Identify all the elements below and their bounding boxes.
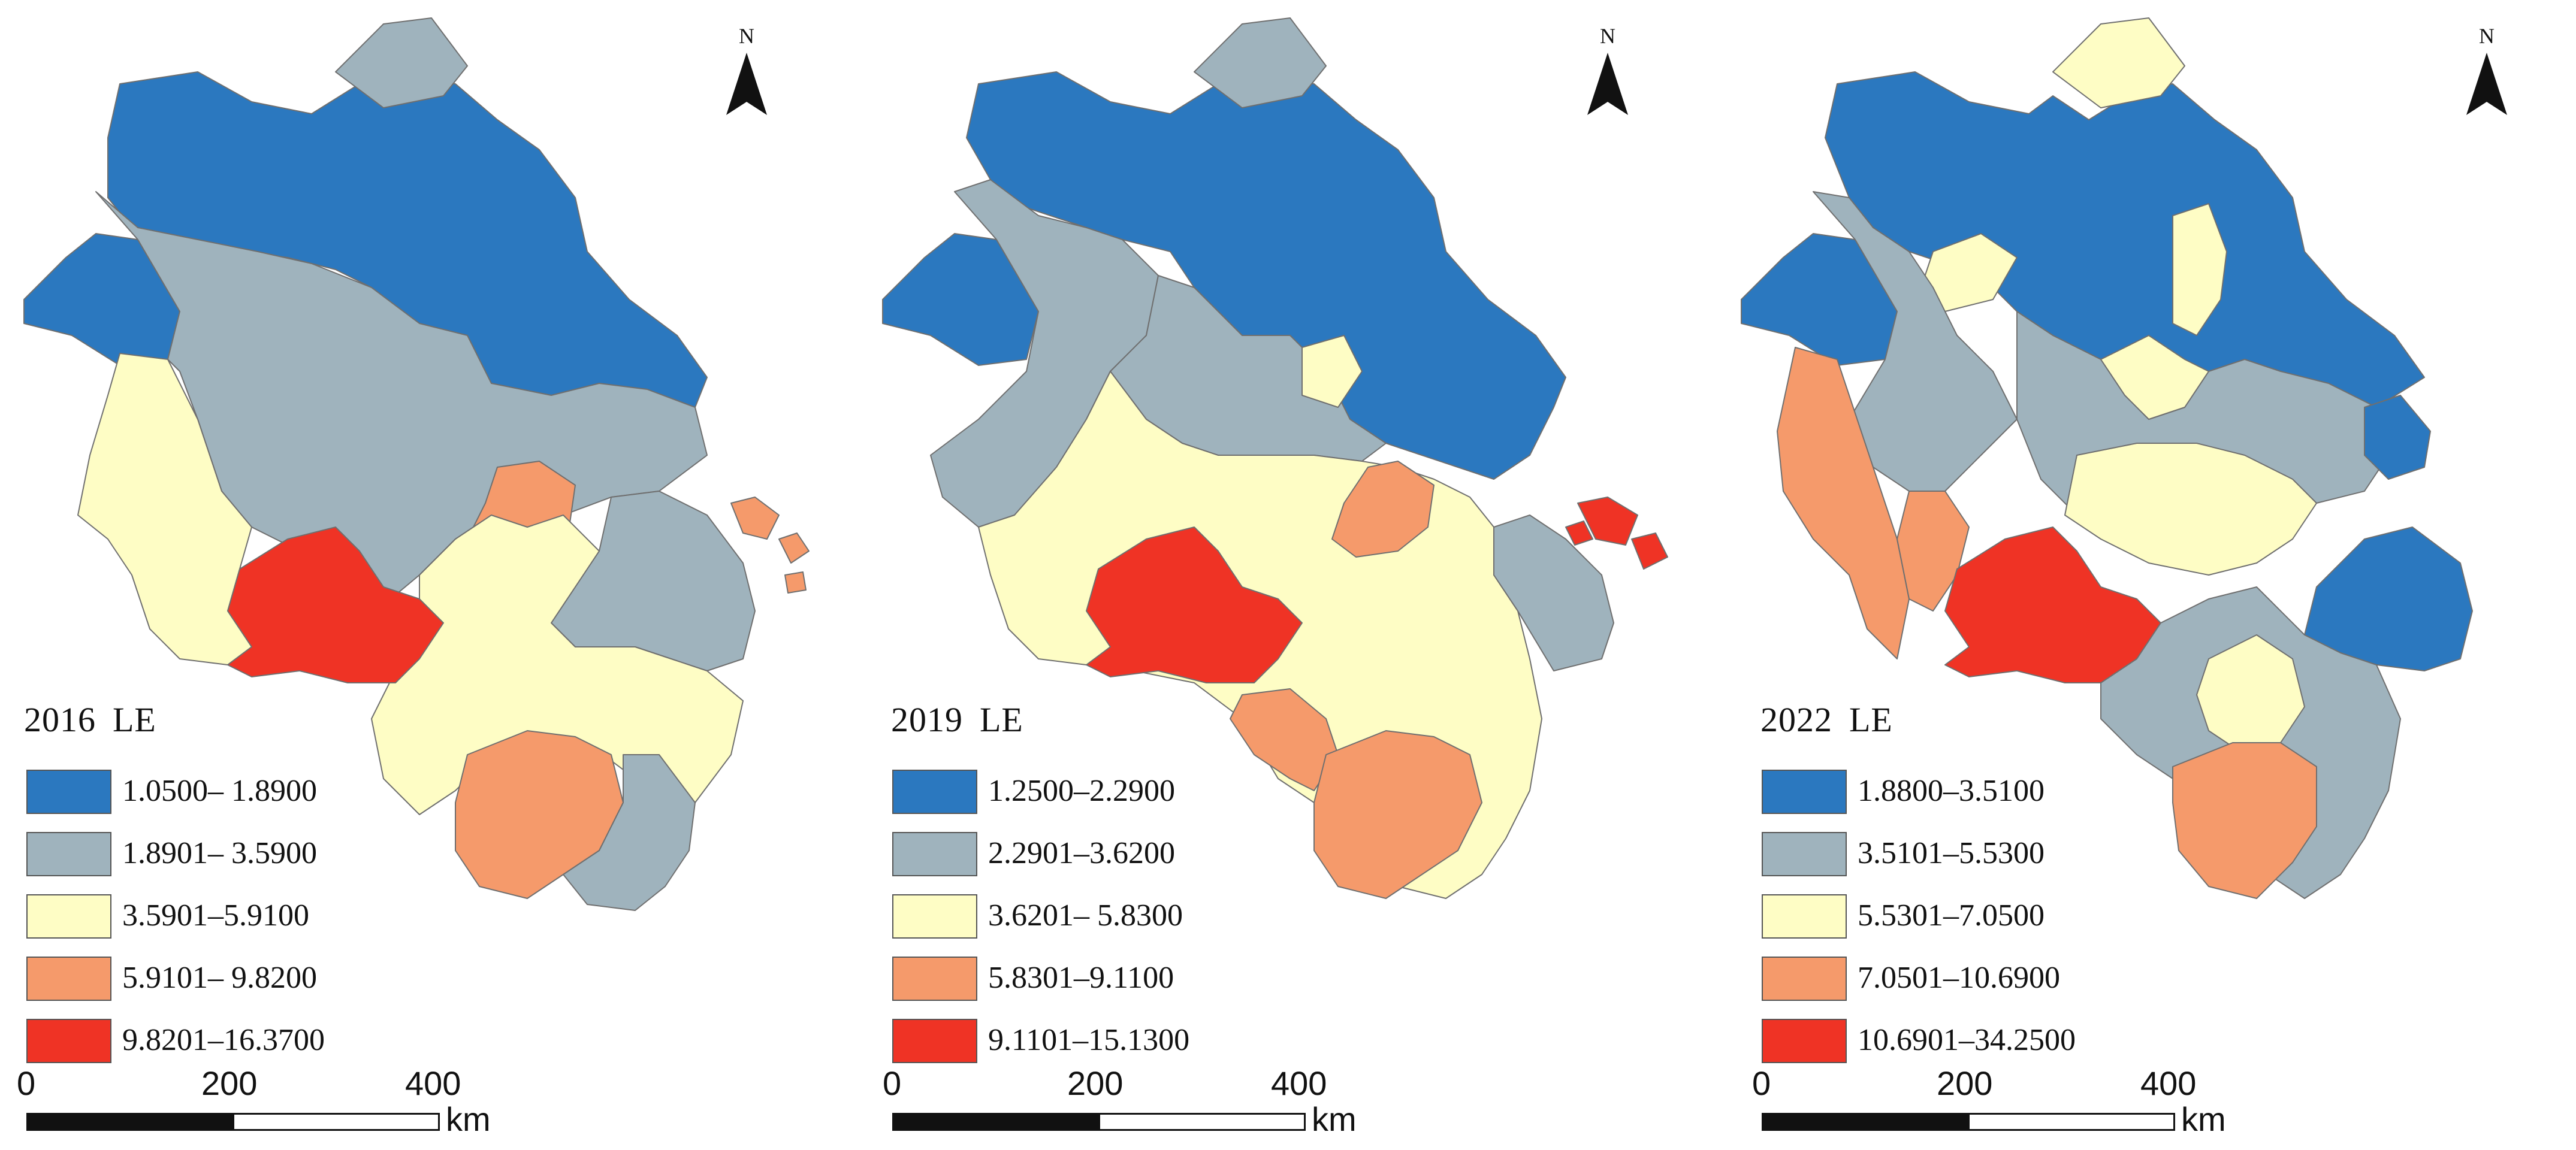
scale-tick-200: 200 (201, 1064, 258, 1102)
scale-bar-black (26, 1113, 234, 1131)
legend-label: 1.8800–3.5100 (1858, 774, 2045, 808)
scale-tick-400: 400 (2140, 1064, 2197, 1102)
region-east-gray (551, 491, 756, 671)
north-label: N (1600, 24, 1615, 48)
legend-swatch (26, 1019, 111, 1063)
scale-tick-400: 400 (405, 1064, 461, 1102)
north-label: N (2479, 24, 2495, 48)
scale-bar-white (1968, 1113, 2175, 1131)
legend-swatch (26, 832, 111, 876)
north-arrow-icon (726, 53, 767, 115)
map-panel-2016: N 2016 LE 1.0500– 1.8900 1.8901– 3.5900 3… (0, 0, 859, 1150)
islands-east (730, 497, 810, 594)
map-panel-2022: N 2022 LE 1.8800–3.5100 3.5101–5.5300 5.5… (1717, 0, 2576, 1150)
legend-year: 2016 (24, 700, 96, 739)
scale-tick-0: 0 (1752, 1064, 1771, 1102)
legend-title-2016: 2016 LE (24, 700, 173, 740)
legend-label: 10.6901–34.2500 (1858, 1023, 2076, 1057)
legend-indicator: LE (113, 700, 156, 739)
north-label: N (739, 24, 754, 48)
legend-indicator: LE (1849, 700, 1893, 739)
legend-title-2022: 2022 LE (1760, 700, 1910, 740)
region-north-tip-yellow (2052, 17, 2185, 108)
region-west-blue (882, 233, 1039, 366)
legend-label: 3.6201– 5.8300 (988, 898, 1183, 933)
region-small-yellow (1301, 335, 1363, 408)
legend-swatch (1762, 832, 1847, 876)
region-north-tip-gray (335, 17, 468, 108)
region-southwest-orange (1230, 688, 1339, 791)
scale-tick-200: 200 (1937, 1064, 1993, 1102)
region-east-gray (1493, 515, 1614, 671)
scale-unit: km (2181, 1100, 2226, 1138)
region-west-orange (1777, 347, 1910, 659)
north-arrow-2022: N (2463, 24, 2511, 123)
legend-label: 3.5901–5.9100 (122, 898, 309, 933)
legend-label: 9.8201–16.3700 (122, 1023, 325, 1057)
legend-swatch (1762, 894, 1847, 939)
scale-tick-0: 0 (17, 1064, 36, 1102)
legend-label: 1.0500– 1.8900 (122, 774, 317, 808)
legend-year: 2022 (1760, 700, 1832, 739)
region-vertical-yellow (2172, 203, 2227, 336)
region-north-tip-gray (1194, 17, 1327, 108)
north-arrow-2016: N (723, 24, 771, 123)
legend-swatch (1762, 1019, 1847, 1063)
legend-swatch (892, 1019, 977, 1063)
scale-tick-400: 400 (1271, 1064, 1327, 1102)
legend-swatch (1762, 957, 1847, 1001)
legend-label: 2.2901–3.6200 (988, 836, 1175, 870)
region-central-yellow (2064, 335, 2317, 576)
choropleth-map-2022 (1741, 17, 2473, 899)
region-east-blue-small (2364, 395, 2431, 480)
legend-swatch (892, 957, 977, 1001)
region-west-orange-2 (1896, 491, 1970, 612)
legend-label: 5.8301–9.1100 (988, 961, 1174, 995)
region-central-south-yellow (371, 515, 744, 815)
region-west-gray (1813, 191, 2018, 492)
legend-label: 1.2500–2.2900 (988, 774, 1175, 808)
legend-label: 5.9101– 9.8200 (122, 961, 317, 995)
scale-bar-black (892, 1113, 1100, 1131)
legend-label: 3.5101–5.5300 (1858, 836, 2045, 870)
legend-swatch (892, 770, 977, 814)
legend-label: 5.5301–7.0500 (1858, 898, 2045, 933)
region-red (1086, 526, 1303, 683)
scale-bar-white (232, 1113, 440, 1131)
region-red (227, 526, 444, 683)
scale-unit: km (1312, 1100, 1357, 1138)
choropleth-map-2019 (882, 17, 1668, 899)
legend-swatch (26, 957, 111, 1001)
legend-swatch (26, 770, 111, 814)
region-south-east-gray (563, 754, 696, 911)
choropleth-map-2016 (23, 17, 810, 911)
legend-title-2019: 2019 LE (891, 700, 1040, 740)
scale-unit: km (446, 1100, 491, 1138)
scale-tick-200: 200 (1067, 1064, 1124, 1102)
north-arrow-icon (2466, 53, 2507, 115)
region-south-orange (1313, 730, 1482, 899)
legend-indicator: LE (980, 700, 1023, 739)
north-arrow-icon (1587, 53, 1628, 115)
legend-swatch (26, 894, 111, 939)
legend-label: 9.1101–15.1300 (988, 1023, 1190, 1057)
legend-swatch (892, 832, 977, 876)
scale-bar-white (1098, 1113, 1306, 1131)
map-panel-2019: N 2019 LE 1.2500–2.2900 2.2901–3.6200 3.6… (859, 0, 1717, 1150)
scale-bar-black (1762, 1113, 1969, 1131)
islands-east (1565, 497, 1668, 570)
legend-label: 7.0501–10.6900 (1858, 961, 2060, 995)
region-central-orange (1331, 461, 1435, 558)
legend-swatch (1762, 770, 1847, 814)
scale-tick-0: 0 (883, 1064, 902, 1102)
north-arrow-2019: N (1584, 24, 1632, 123)
region-south-orange (2172, 742, 2317, 899)
legend-year: 2019 (891, 700, 963, 739)
legend-label: 1.8901– 3.5900 (122, 836, 317, 870)
legend-swatch (892, 894, 977, 939)
